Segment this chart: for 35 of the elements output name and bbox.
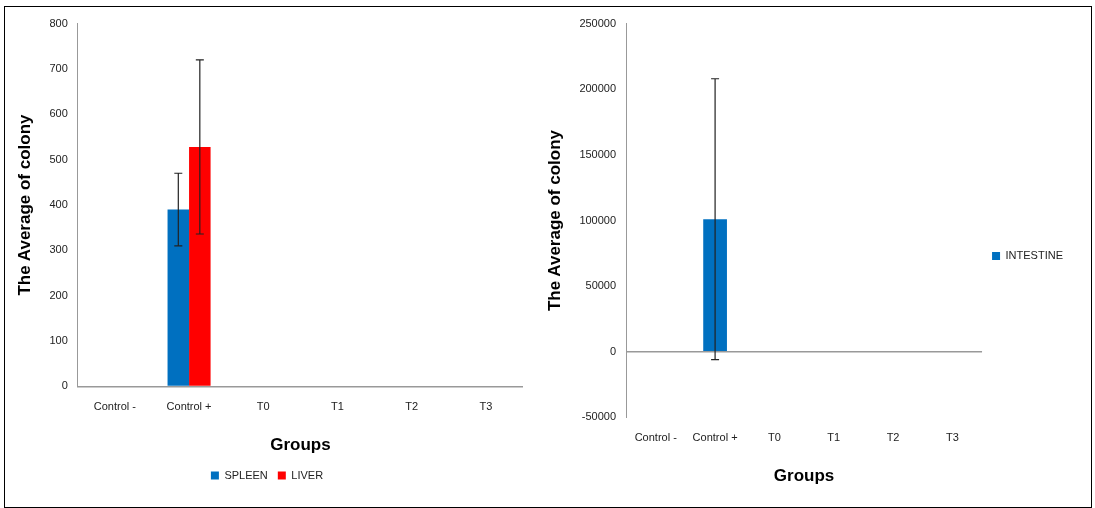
- y-axis-title: The Average of colony: [544, 129, 564, 312]
- x-tick-label: T3: [479, 400, 493, 413]
- y-tick-label: 250000: [579, 16, 617, 29]
- x-tick-label: Control +: [692, 431, 738, 444]
- y-tick-label: 100000: [579, 213, 617, 226]
- legend-label: INTESTINE: [1005, 249, 1063, 262]
- y-tick-label: 700: [49, 61, 68, 74]
- y-tick-label: 500: [49, 152, 68, 165]
- x-tick-label: T3: [945, 431, 959, 444]
- x-axis-title: Groups: [773, 466, 835, 486]
- x-tick-label: T2: [405, 400, 419, 413]
- y-tick-label: -50000: [581, 410, 617, 423]
- x-tick-label: T1: [827, 431, 841, 444]
- y-axis-title: The Average of colony: [14, 113, 34, 296]
- x-tick-label: Control -: [93, 400, 137, 413]
- y-tick-label: 150000: [579, 147, 617, 160]
- x-tick-label: Control -: [634, 431, 678, 444]
- y-tick-label: 50000: [585, 279, 617, 292]
- y-tick-label: 0: [61, 379, 68, 392]
- y-tick-label: 0: [609, 344, 617, 357]
- y-tick-label: 100: [49, 334, 68, 347]
- y-tick-label: 200: [49, 288, 68, 301]
- y-tick-label: 300: [49, 243, 68, 256]
- legend-label: SPLEEN: [224, 468, 268, 481]
- y-tick-label: 200000: [579, 82, 617, 95]
- x-tick-label: T0: [256, 400, 270, 413]
- x-tick-label: Control +: [166, 400, 212, 413]
- x-tick-label: T2: [886, 431, 900, 444]
- x-axis-title: Groups: [270, 435, 331, 455]
- y-tick-label: 800: [49, 16, 68, 29]
- x-tick-label: T0: [767, 431, 781, 444]
- legend-label: LIVER: [291, 468, 324, 481]
- x-tick-label: T1: [331, 400, 344, 413]
- y-tick-label: 400: [49, 198, 68, 211]
- y-tick-label: 600: [49, 107, 68, 120]
